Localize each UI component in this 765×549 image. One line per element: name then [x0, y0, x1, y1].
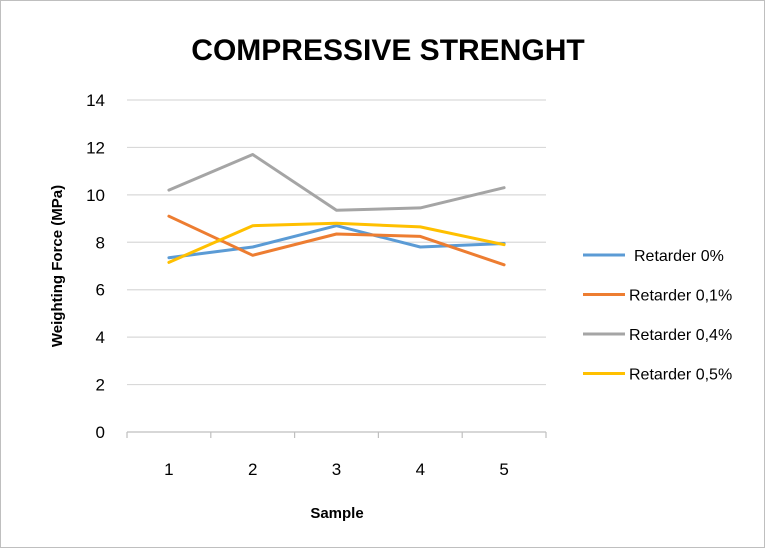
y-axis-title: Weighting Force (MPa) [49, 185, 66, 347]
series-line-3 [167, 153, 506, 212]
y-tick-label: 12 [86, 138, 105, 157]
y-tick-label: 4 [96, 328, 105, 347]
series-line-2 [167, 214, 506, 267]
x-tick-label: 5 [499, 460, 508, 479]
x-tick-labels: 1 2 3 4 5 [164, 460, 509, 479]
x-tick-label: 1 [164, 460, 173, 479]
gridlines [127, 99, 546, 386]
legend-label: Retarder 0,5% [629, 367, 732, 384]
y-tick-label: 6 [96, 281, 105, 300]
legend-label: Retarder 0,1% [629, 288, 732, 305]
axes [126, 431, 547, 438]
y-tick-label: 14 [86, 91, 105, 110]
x-tick-label: 2 [248, 460, 257, 479]
legend: Retarder 0% Retarder 0,1% Retarder 0,4% Ret… [583, 248, 732, 384]
legend-label: Retarder 0,4% [629, 327, 732, 344]
x-tick-label: 4 [416, 460, 425, 479]
y-tick-label: 2 [96, 376, 105, 395]
x-tick-label: 3 [332, 460, 341, 479]
series-line-4 [167, 221, 506, 264]
series-lines [167, 153, 506, 267]
y-tick-label: 10 [86, 186, 105, 205]
legend-label: Retarder 0% [634, 248, 724, 265]
x-axis-title: Sample [310, 505, 363, 522]
y-tick-label: 8 [96, 233, 105, 252]
chart-title: COMPRESSIVE STRENGHT [191, 34, 584, 67]
y-tick-labels: 0 2 4 6 8 10 12 14 [86, 91, 105, 442]
y-tick-label: 0 [96, 423, 105, 442]
